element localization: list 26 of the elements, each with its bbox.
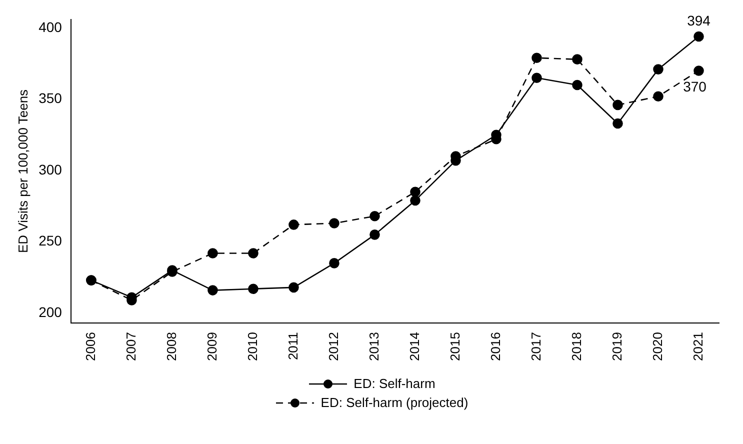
x-tick-label: 2008 bbox=[164, 332, 179, 361]
y-tick-label: 400 bbox=[38, 18, 62, 35]
x-tick-label: 2014 bbox=[406, 332, 422, 361]
x-tick-label: 2010 bbox=[244, 332, 260, 361]
x-tick-label: 2019 bbox=[609, 332, 624, 361]
x-tick-label: 2017 bbox=[528, 332, 544, 361]
x-tick-label: 2015 bbox=[447, 332, 462, 361]
x-tick-label: 2016 bbox=[488, 332, 503, 361]
y-tick-label: 200 bbox=[38, 304, 62, 320]
data-label: 370 bbox=[683, 78, 707, 95]
y-axis-title: ED Visits per 100,000 Teens bbox=[15, 88, 30, 254]
data-label: 394 bbox=[687, 12, 711, 28]
x-tick-label: 2018 bbox=[568, 332, 584, 361]
x-tick-label: 2011 bbox=[285, 332, 300, 360]
y-tick-label: 300 bbox=[38, 161, 62, 178]
legend-label: ED: Self-harm (projected) bbox=[320, 395, 468, 410]
x-tick-label: 2006 bbox=[82, 332, 98, 361]
x-tick-label: 2020 bbox=[650, 332, 665, 361]
x-tick-label: 2013 bbox=[366, 332, 382, 361]
y-tick-label: 250 bbox=[38, 232, 62, 249]
x-tick-label: 2012 bbox=[326, 332, 341, 361]
x-tick-label: 2009 bbox=[204, 332, 220, 361]
legend-label: ED: Self-harm bbox=[354, 376, 436, 391]
x-tick-label: 2007 bbox=[123, 332, 138, 361]
y-tick-label: 350 bbox=[38, 90, 62, 106]
x-tick-label: 2021 bbox=[690, 332, 706, 361]
